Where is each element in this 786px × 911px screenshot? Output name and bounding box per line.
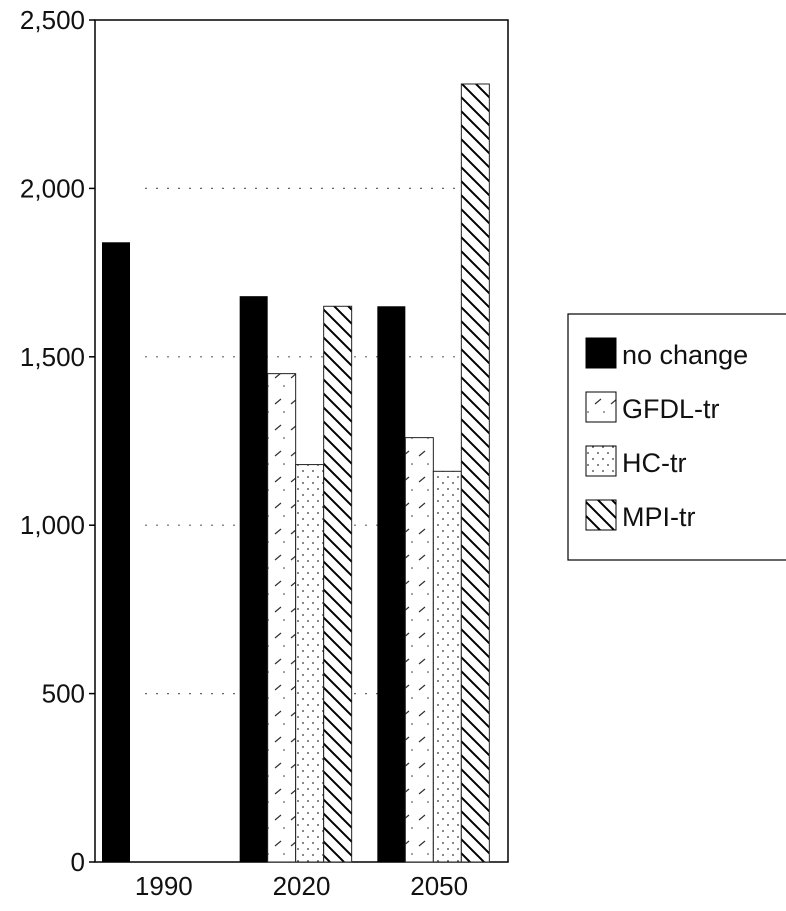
bar-gfdl-tr-2050: [404, 437, 434, 863]
bar-mpi-tr-2050: [460, 83, 490, 863]
legend-swatch: [585, 445, 617, 477]
y-axis: 0 500 1,000 1,500 2,000 2,500: [20, 5, 95, 877]
bar-no-change-2050: [377, 306, 406, 862]
y-tick-label: 500: [42, 679, 85, 709]
legend: no change GFDL-tr HC-tr MPI-tr: [567, 313, 786, 561]
legend-swatch: [585, 391, 617, 423]
y-tick-label: 2,000: [20, 173, 85, 203]
legend-swatch: [585, 337, 617, 369]
bar-no-change-1990: [102, 242, 130, 863]
x-tick-label: 2020: [273, 871, 331, 901]
y-tick-label: 1,000: [20, 510, 85, 540]
y-tick-label: 0: [71, 847, 85, 877]
legend-label: no change: [622, 340, 748, 370]
x-tick-label: 2050: [410, 871, 468, 901]
x-axis: 1990 2020 2050: [135, 871, 468, 901]
y-tick-label: 2,500: [20, 5, 85, 35]
bars: [102, 83, 490, 863]
bar-gfdl-tr-2020: [267, 373, 297, 863]
bar-hc-tr-2020: [295, 464, 325, 863]
x-tick-label: 1990: [135, 871, 193, 901]
bar-hc-tr-2050: [432, 470, 462, 863]
bar-no-change-2020: [239, 296, 268, 862]
bar-mpi-tr-2020: [323, 305, 353, 863]
legend-label: GFDL-tr: [622, 394, 720, 424]
legend-swatch: [585, 499, 617, 531]
y-tick-label: 1,500: [20, 342, 85, 372]
legend-label: HC-tr: [622, 448, 686, 478]
legend-label: MPI-tr: [622, 502, 696, 532]
